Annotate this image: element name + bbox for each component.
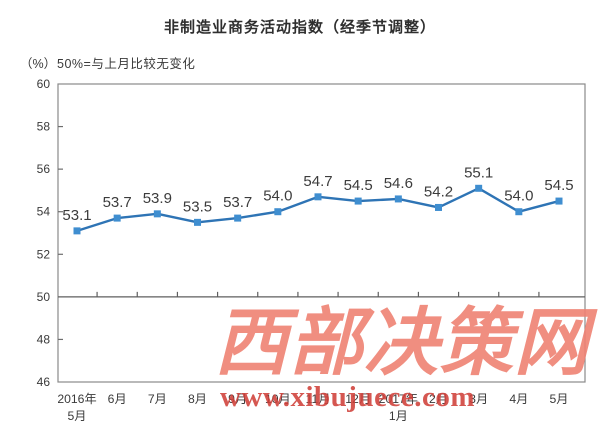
- x-axis-category-label: 8月: [188, 392, 207, 406]
- x-axis-category-label: 11月: [306, 392, 331, 406]
- data-point-label: 54.5: [344, 177, 373, 194]
- data-point-marker: [153, 210, 161, 218]
- data-point-marker: [234, 214, 242, 222]
- x-axis-category-label: 7月: [148, 392, 167, 406]
- data-point-marker: [475, 184, 483, 192]
- x-axis-category-label: 5月: [550, 392, 569, 406]
- data-point-label: 55.1: [464, 164, 493, 181]
- data-point-marker: [354, 197, 362, 205]
- data-point-label: 53.7: [103, 194, 132, 211]
- x-axis-category-label: 5月: [68, 409, 87, 423]
- data-point-label: 53.9: [143, 190, 172, 207]
- y-axis-tick-label: 58: [37, 120, 51, 134]
- x-axis-category-label: 1月: [389, 409, 408, 423]
- data-point-label: 53.7: [223, 194, 252, 211]
- x-axis-category-label: 12月: [345, 392, 371, 406]
- y-axis-tick-label: 56: [37, 162, 51, 176]
- x-axis-category-label: 10月: [265, 392, 291, 406]
- x-axis-category-label: 2016年: [57, 392, 96, 406]
- plot-frame: [57, 83, 586, 383]
- data-point-label: 54.7: [303, 173, 332, 190]
- data-point-marker: [515, 208, 523, 216]
- x-axis-category-label: 2月: [429, 392, 448, 406]
- data-point-label: 53.5: [183, 198, 212, 215]
- data-point-label: 54.0: [504, 188, 533, 205]
- data-point-marker: [194, 218, 201, 226]
- data-point-label: 54.0: [263, 188, 292, 205]
- reference-note: 50%=与上月比较无变化: [57, 57, 196, 71]
- data-point-marker: [555, 197, 563, 205]
- data-point-marker: [73, 227, 81, 235]
- x-axis-category-label: 6月: [108, 392, 127, 406]
- data-point-marker: [274, 208, 282, 216]
- x-axis-category-label: 4月: [509, 392, 528, 406]
- data-point-label: 54.5: [544, 177, 573, 194]
- data-point-label: 54.6: [384, 175, 413, 192]
- x-axis-category-label: 9月: [228, 392, 247, 406]
- chart-title: 非制造业商务活动指数（经季节调整）: [163, 19, 436, 36]
- y-axis-tick-label: 46: [37, 375, 51, 389]
- y-axis-tick-label: 48: [37, 332, 51, 346]
- x-axis-category-label: 3月: [469, 392, 488, 406]
- data-point-marker: [113, 214, 121, 222]
- y-axis-tick-label: 54: [37, 205, 51, 219]
- data-point-marker: [435, 203, 442, 211]
- data-point-marker: [394, 195, 402, 203]
- y-axis-unit-label: （%）: [20, 57, 57, 71]
- y-axis-tick-label: 50: [37, 290, 51, 304]
- data-point-label: 54.2: [424, 183, 453, 200]
- data-point-label: 53.1: [62, 207, 91, 224]
- y-axis-tick-label: 52: [37, 247, 51, 261]
- x-axis-category-label: 2017年: [379, 392, 418, 406]
- y-axis-tick-label: 60: [37, 77, 51, 91]
- data-point-marker: [314, 193, 322, 201]
